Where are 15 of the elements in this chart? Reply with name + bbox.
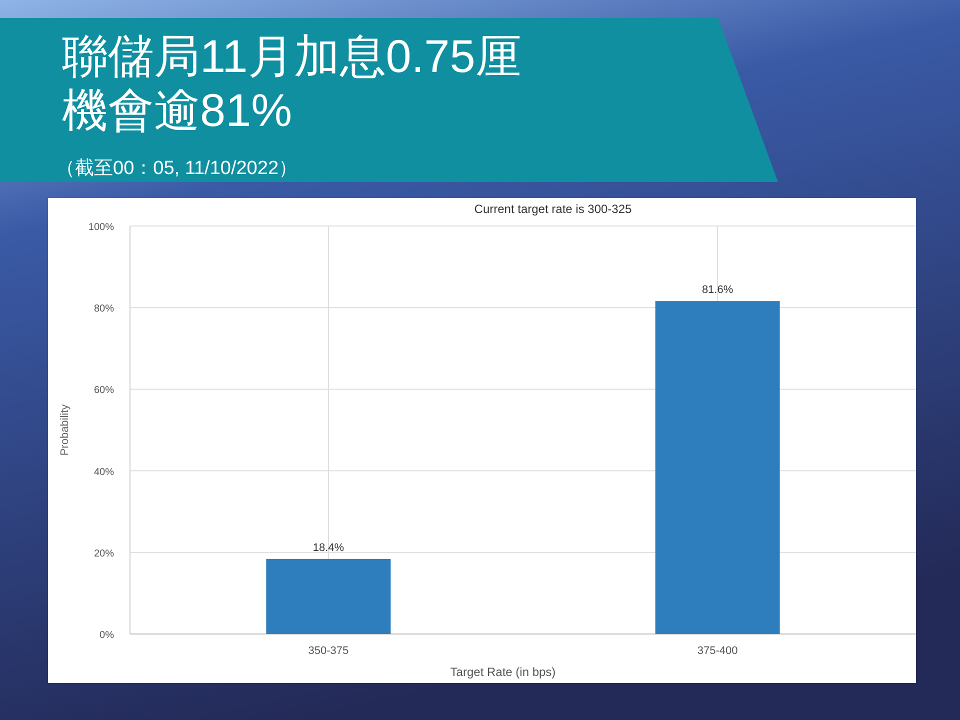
x-tick-label: 375-400 xyxy=(697,645,738,657)
y-tick-label: 60% xyxy=(94,385,114,396)
x-tick-label: 350-375 xyxy=(308,645,349,657)
data-label: 81.6% xyxy=(702,284,734,296)
y-tick-label: 40% xyxy=(94,466,114,478)
y-tick-label: 0% xyxy=(100,630,114,641)
y-axis-title: Probability xyxy=(59,404,71,456)
chart-title: 聯儲局11月加息0.75厘機會逾81% xyxy=(62,30,522,136)
chart-subtitle: Current target rate is 300-325 xyxy=(474,202,632,216)
y-tick-label: 80% xyxy=(94,304,114,315)
y-tick-label: 20% xyxy=(94,548,114,560)
y-tick-label: 100% xyxy=(88,222,114,233)
x-axis-title: Target Rate (in bps) xyxy=(450,665,556,679)
data-label: 18.4% xyxy=(312,542,344,554)
text: （截至00：05, 11/10/2022） xyxy=(56,158,298,179)
